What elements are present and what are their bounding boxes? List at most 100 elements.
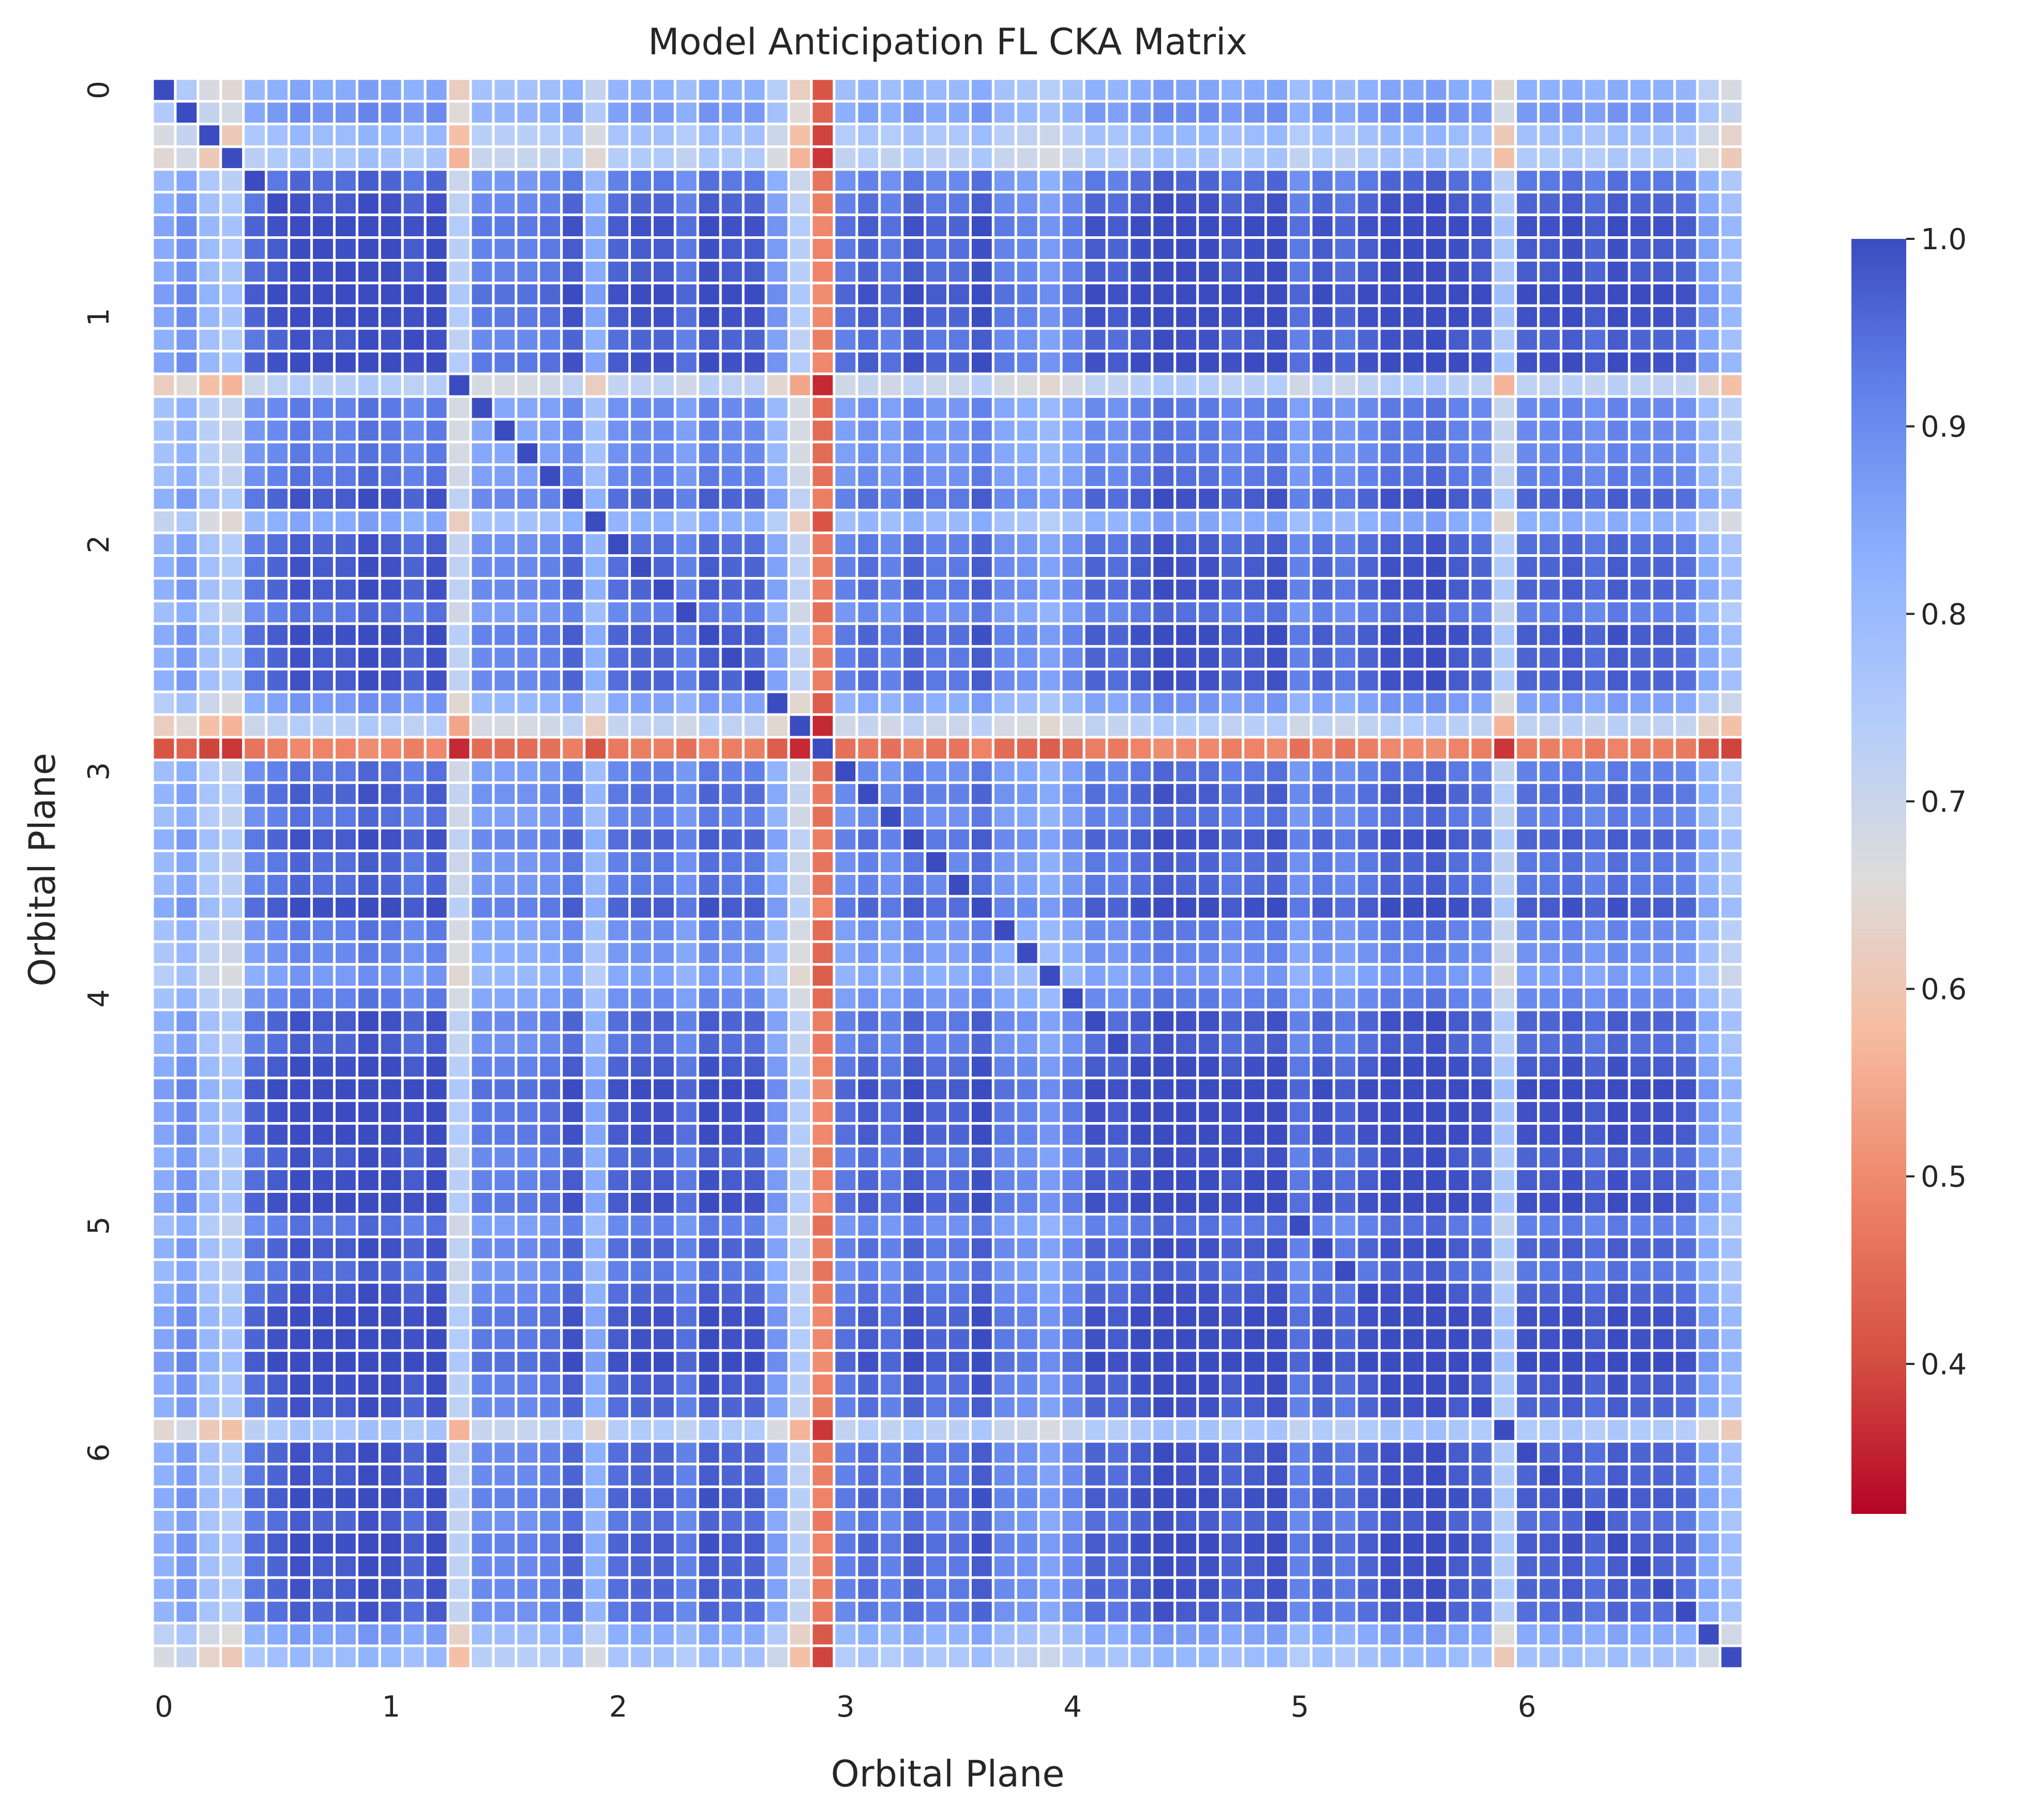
heatmap-cell xyxy=(197,1122,222,1148)
heatmap-cell xyxy=(696,463,722,489)
heatmap-cell xyxy=(242,1031,268,1057)
heatmap-cell xyxy=(696,532,722,557)
heatmap-cell xyxy=(1242,917,1268,943)
heatmap-cell xyxy=(560,963,586,989)
heatmap-cell xyxy=(1014,1485,1040,1511)
heatmap-cell xyxy=(1060,577,1086,602)
heatmap-cell xyxy=(924,1145,949,1171)
heatmap-cell xyxy=(946,145,972,171)
heatmap-cell xyxy=(1673,1530,1699,1556)
heatmap-cell xyxy=(606,418,631,444)
heatmap-cell xyxy=(310,418,336,444)
heatmap-cell xyxy=(696,1190,722,1216)
heatmap-cell xyxy=(878,1258,904,1284)
heatmap-cell xyxy=(628,668,654,693)
heatmap-cell xyxy=(174,372,200,398)
heatmap-cell xyxy=(1469,281,1495,307)
heatmap-cell xyxy=(1105,145,1131,171)
heatmap-cell xyxy=(1537,1212,1563,1238)
heatmap-cell xyxy=(424,1553,449,1579)
heatmap-cell xyxy=(242,917,268,943)
heatmap-cell xyxy=(1082,1099,1108,1125)
heatmap-cell xyxy=(1491,713,1517,739)
heatmap-cell xyxy=(1537,759,1563,784)
heatmap-cell xyxy=(1105,236,1131,262)
heatmap-cell xyxy=(946,804,972,830)
heatmap-cell xyxy=(265,1576,291,1602)
heatmap-cell xyxy=(901,1235,927,1261)
heatmap-cell xyxy=(833,191,858,217)
heatmap-cell xyxy=(1560,917,1586,943)
heatmap-cell xyxy=(1151,940,1177,966)
heatmap-cell xyxy=(651,509,676,535)
heatmap-cell xyxy=(878,781,904,807)
heatmap-cell xyxy=(1309,1576,1335,1602)
heatmap-cell xyxy=(1151,917,1177,943)
heatmap-cell xyxy=(151,395,177,421)
heatmap-cell xyxy=(197,1212,222,1238)
heatmap-cell xyxy=(696,668,722,693)
heatmap-cell xyxy=(1673,804,1699,830)
heatmap-cell xyxy=(242,1372,268,1398)
heatmap-cell xyxy=(833,827,858,853)
heatmap-cell xyxy=(673,1530,699,1556)
heatmap-cell xyxy=(1446,1031,1472,1057)
heatmap-cell xyxy=(355,214,381,239)
heatmap-cell xyxy=(1514,168,1540,194)
heatmap-cell xyxy=(242,963,268,989)
heatmap-cell xyxy=(1060,985,1086,1011)
heatmap-cell xyxy=(310,123,336,148)
heatmap-cell xyxy=(1560,872,1586,898)
heatmap-cell xyxy=(1287,1303,1313,1329)
heatmap-cell xyxy=(719,1508,745,1534)
heatmap-cell xyxy=(355,1530,381,1556)
heatmap-cell xyxy=(265,1644,291,1670)
heatmap-cell xyxy=(560,599,586,625)
heatmap-cell xyxy=(1309,1235,1335,1261)
heatmap-cell xyxy=(1537,395,1563,421)
heatmap-cell xyxy=(673,645,699,671)
heatmap-cell xyxy=(878,1463,904,1489)
heatmap-cell xyxy=(583,1463,609,1489)
heatmap-cell xyxy=(1355,509,1381,535)
heatmap-cell xyxy=(673,872,699,898)
heatmap-cell xyxy=(151,1326,177,1352)
heatmap-cell xyxy=(1332,1394,1358,1420)
heatmap-cell xyxy=(492,1258,518,1284)
heatmap-cell xyxy=(878,985,904,1011)
heatmap-cell xyxy=(696,100,722,126)
heatmap-cell xyxy=(1173,1190,1199,1216)
heatmap-cell xyxy=(1446,759,1472,784)
heatmap-cell xyxy=(1332,690,1358,716)
heatmap-cell xyxy=(1082,1349,1108,1375)
heatmap-cell xyxy=(151,554,177,580)
heatmap-cell xyxy=(628,1463,654,1489)
heatmap-cell xyxy=(855,372,881,398)
heatmap-cell xyxy=(151,191,177,217)
heatmap-cell xyxy=(242,759,268,784)
heatmap-cell xyxy=(878,1099,904,1125)
heatmap-cell xyxy=(1151,77,1177,103)
heatmap-cell xyxy=(742,1530,767,1556)
heatmap-cell xyxy=(515,1576,540,1602)
heatmap-cell xyxy=(1446,1054,1472,1080)
heatmap-cell xyxy=(878,1212,904,1238)
heatmap-cell xyxy=(1173,214,1199,239)
heatmap-cell xyxy=(1151,1281,1177,1307)
heatmap-cell xyxy=(515,1212,540,1238)
heatmap-cell xyxy=(1287,77,1313,103)
heatmap-cell xyxy=(673,168,699,194)
heatmap-cell xyxy=(764,736,790,762)
heatmap-cell xyxy=(1014,804,1040,830)
heatmap-cell xyxy=(1514,1190,1540,1216)
heatmap-cell xyxy=(1196,1145,1222,1171)
heatmap-cell xyxy=(1264,1417,1290,1443)
heatmap-cell xyxy=(673,713,699,739)
heatmap-cell xyxy=(924,441,949,466)
heatmap-cell xyxy=(1605,100,1631,126)
heatmap-cell xyxy=(355,1145,381,1171)
heatmap-cell xyxy=(355,191,381,217)
heatmap-cell xyxy=(219,1122,245,1148)
heatmap-cell xyxy=(151,463,177,489)
